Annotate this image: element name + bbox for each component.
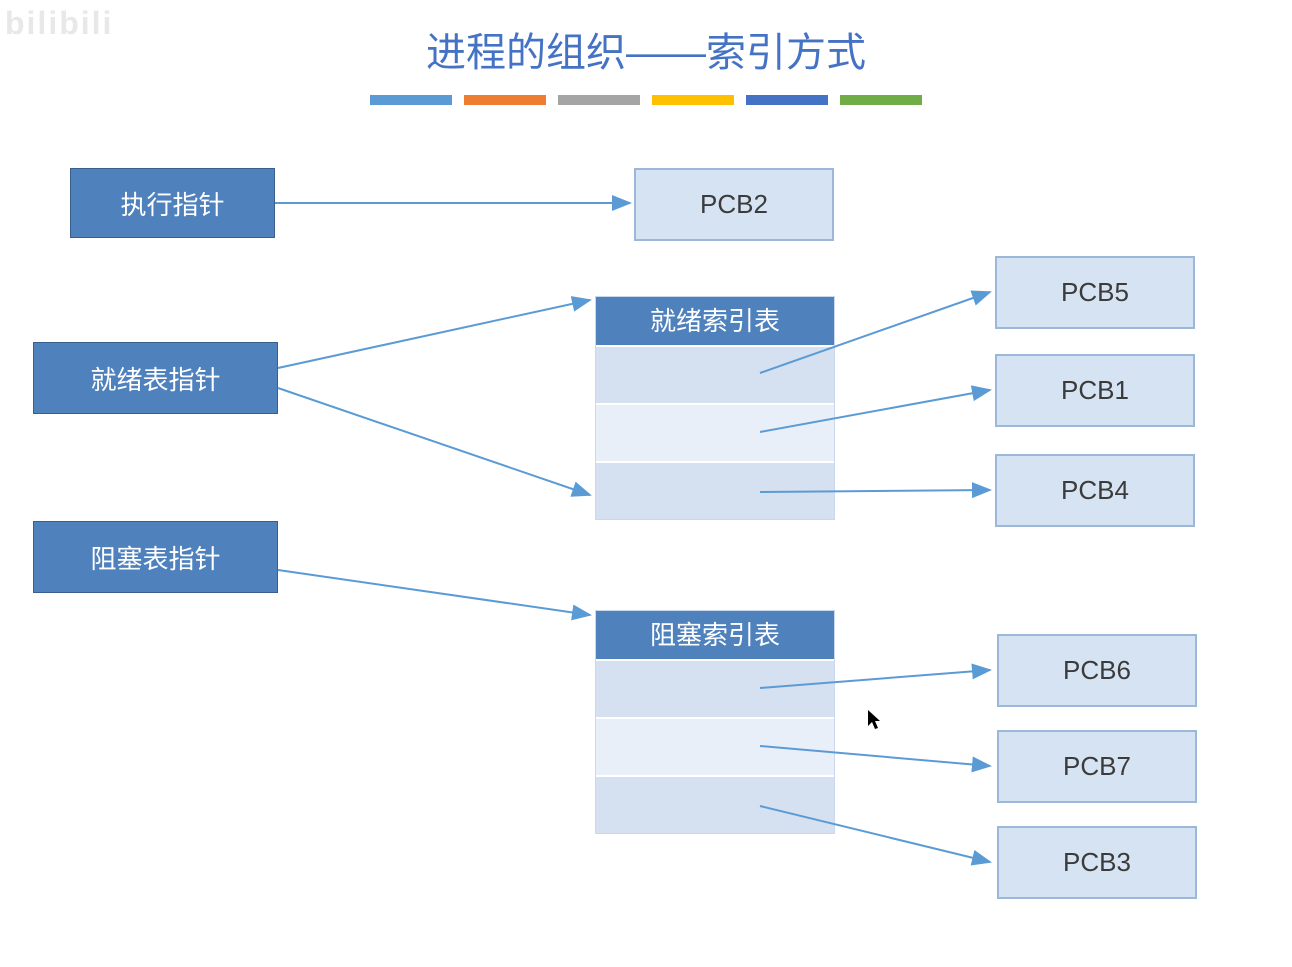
block-index-row-2 [596, 717, 834, 775]
title-decor-bars [370, 95, 922, 105]
ready-index-row-1 [596, 345, 834, 403]
page-title: 进程的组织——索引方式 [0, 20, 1292, 78]
decor-bar-1 [370, 95, 452, 105]
pcb7-box: PCB7 [997, 730, 1197, 803]
exec-pointer-box: 执行指针 [70, 168, 275, 238]
pcb6-box: PCB6 [997, 634, 1197, 707]
pcb1-box: PCB1 [995, 354, 1195, 427]
pcb2-box: PCB2 [634, 168, 834, 241]
ready-index-table: 就绪索引表 [595, 296, 835, 520]
block-pointer-box: 阻塞表指针 [33, 521, 278, 593]
ready-index-header: 就绪索引表 [596, 297, 834, 345]
decor-bar-3 [558, 95, 640, 105]
block-index-header: 阻塞索引表 [596, 611, 834, 659]
ready-index-row-3 [596, 461, 834, 519]
decor-bar-5 [746, 95, 828, 105]
block-index-row-1 [596, 659, 834, 717]
decor-bar-2 [464, 95, 546, 105]
ready-index-row-2 [596, 403, 834, 461]
decor-bar-6 [840, 95, 922, 105]
pcb3-box: PCB3 [997, 826, 1197, 899]
block-index-row-3 [596, 775, 834, 833]
block-index-table: 阻塞索引表 [595, 610, 835, 834]
mouse-cursor-icon [868, 710, 884, 736]
ready-pointer-box: 就绪表指针 [33, 342, 278, 414]
decor-bar-4 [652, 95, 734, 105]
pcb5-box: PCB5 [995, 256, 1195, 329]
pcb4-box: PCB4 [995, 454, 1195, 527]
